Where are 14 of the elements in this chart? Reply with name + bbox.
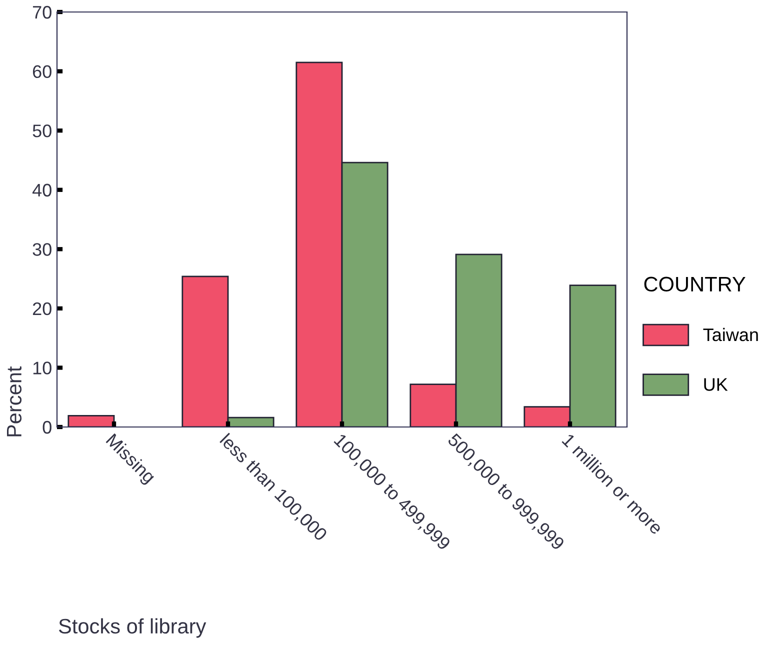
y-tick-label: 40 <box>32 184 52 197</box>
legend-title: COUNTRY <box>644 276 746 292</box>
legend-label: Taiwan <box>703 328 758 342</box>
y-tick-label: 70 <box>32 6 52 19</box>
y-tick-label: 60 <box>32 65 52 78</box>
bar <box>68 415 115 427</box>
y-tick-label: 0 <box>42 420 52 434</box>
y-tick-label: 50 <box>32 124 52 138</box>
y-tick-label: 20 <box>32 302 52 316</box>
x-axis-title: Stocks of library <box>58 618 206 638</box>
y-axis-title: Percent <box>6 366 22 436</box>
y-tick-label: 30 <box>32 243 52 256</box>
legend-label: UK <box>704 378 728 391</box>
y-tick-label: 10 <box>33 362 52 374</box>
